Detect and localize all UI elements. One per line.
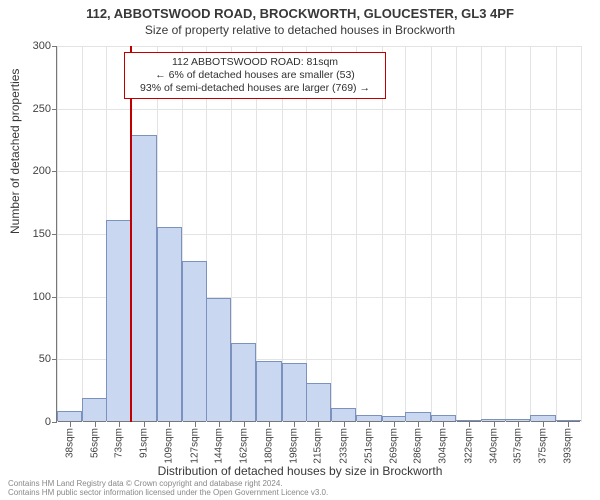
xtick-mark: [169, 422, 170, 427]
xtick-label: 233sqm: [338, 428, 349, 464]
gridline-v: [82, 46, 83, 422]
histogram-bar: [182, 261, 207, 421]
y-axis-label: Number of detached properties: [8, 69, 22, 234]
xtick-label: 38sqm: [64, 428, 75, 458]
plot-area: 05010015020025030038sqm56sqm73sqm91sqm10…: [56, 46, 580, 422]
xtick-mark: [269, 422, 270, 427]
histogram-bar: [282, 363, 307, 421]
footer-attribution: Contains HM Land Registry data © Crown c…: [8, 480, 328, 498]
marker-line: [130, 46, 132, 422]
gridline-h: [57, 46, 581, 47]
xtick-mark: [394, 422, 395, 427]
annotation-line1: 112 ABBOTSWOOD ROAD: 81sqm: [131, 56, 379, 69]
xtick-mark: [568, 422, 569, 427]
xtick-label: 251sqm: [363, 428, 374, 464]
histogram-bar: [356, 415, 381, 421]
xtick-mark: [318, 422, 319, 427]
histogram-bar: [82, 398, 107, 421]
chart-title-sub: Size of property relative to detached ho…: [0, 21, 600, 41]
xtick-label: 322sqm: [463, 428, 474, 464]
histogram-bar: [431, 415, 456, 421]
annotation-line3: 93% of semi-detached houses are larger (…: [131, 82, 379, 95]
xtick-label: 286sqm: [413, 428, 424, 464]
xtick-label: 198sqm: [289, 428, 300, 464]
gridline-v: [405, 46, 406, 422]
gridline-v: [581, 46, 582, 422]
xtick-label: 56sqm: [89, 428, 100, 458]
histogram-bar: [481, 419, 506, 422]
ytick-label: 100: [21, 291, 51, 303]
x-axis-label: Distribution of detached houses by size …: [0, 464, 600, 478]
annotation-line2: ← 6% of detached houses are smaller (53): [131, 69, 379, 82]
ytick-label: 200: [21, 165, 51, 177]
xtick-mark: [418, 422, 419, 427]
gridline-v: [530, 46, 531, 422]
gridline-v: [505, 46, 506, 422]
ytick-label: 300: [21, 40, 51, 52]
ytick-label: 50: [21, 353, 51, 365]
ytick-mark: [52, 422, 57, 423]
xtick-label: 180sqm: [264, 428, 275, 464]
chart-area: 05010015020025030038sqm56sqm73sqm91sqm10…: [56, 46, 580, 422]
ytick-label: 250: [21, 103, 51, 115]
xtick-label: 375sqm: [538, 428, 549, 464]
xtick-label: 91sqm: [139, 428, 150, 458]
xtick-mark: [443, 422, 444, 427]
xtick-label: 73sqm: [113, 428, 124, 458]
xtick-label: 393sqm: [563, 428, 574, 464]
xtick-mark: [369, 422, 370, 427]
xtick-label: 269sqm: [389, 428, 400, 464]
histogram-bar: [556, 420, 581, 421]
histogram-bar: [57, 411, 82, 421]
histogram-bar: [206, 298, 231, 421]
chart-title-main: 112, ABBOTSWOOD ROAD, BROCKWORTH, GLOUCE…: [0, 0, 600, 21]
xtick-mark: [518, 422, 519, 427]
xtick-mark: [294, 422, 295, 427]
xtick-label: 109sqm: [164, 428, 175, 464]
xtick-mark: [119, 422, 120, 427]
histogram-bar: [131, 135, 156, 421]
xtick-label: 340sqm: [488, 428, 499, 464]
xtick-label: 304sqm: [438, 428, 449, 464]
gridline-h: [57, 109, 581, 110]
footer-line2: Contains HM public sector information li…: [8, 489, 328, 498]
gridline-v: [331, 46, 332, 422]
xtick-mark: [144, 422, 145, 427]
gridline-v: [556, 46, 557, 422]
xtick-mark: [70, 422, 71, 427]
histogram-bar: [231, 343, 256, 421]
gridline-v: [431, 46, 432, 422]
histogram-bar: [306, 383, 331, 421]
xtick-mark: [244, 422, 245, 427]
histogram-bar: [456, 420, 481, 421]
xtick-mark: [344, 422, 345, 427]
xtick-mark: [469, 422, 470, 427]
gridline-v: [481, 46, 482, 422]
histogram-bar: [106, 220, 131, 421]
ytick-label: 0: [21, 416, 51, 428]
ytick-label: 150: [21, 228, 51, 240]
gridline-v: [57, 46, 58, 422]
xtick-mark: [95, 422, 96, 427]
histogram-bar: [157, 227, 182, 421]
gridline-v: [382, 46, 383, 422]
xtick-label: 215sqm: [313, 428, 324, 464]
histogram-bar: [505, 419, 530, 422]
xtick-mark: [219, 422, 220, 427]
xtick-label: 162sqm: [238, 428, 249, 464]
histogram-bar: [256, 361, 281, 421]
xtick-mark: [494, 422, 495, 427]
gridline-v: [456, 46, 457, 422]
histogram-bar: [382, 416, 407, 421]
annotation-box: 112 ABBOTSWOOD ROAD: 81sqm ← 6% of detac…: [124, 52, 386, 99]
histogram-bar: [331, 408, 356, 421]
xtick-mark: [195, 422, 196, 427]
xtick-label: 127sqm: [189, 428, 200, 464]
xtick-label: 357sqm: [512, 428, 523, 464]
gridline-v: [356, 46, 357, 422]
histogram-bar: [530, 415, 555, 421]
xtick-mark: [543, 422, 544, 427]
xtick-label: 144sqm: [213, 428, 224, 464]
histogram-bar: [405, 412, 430, 421]
